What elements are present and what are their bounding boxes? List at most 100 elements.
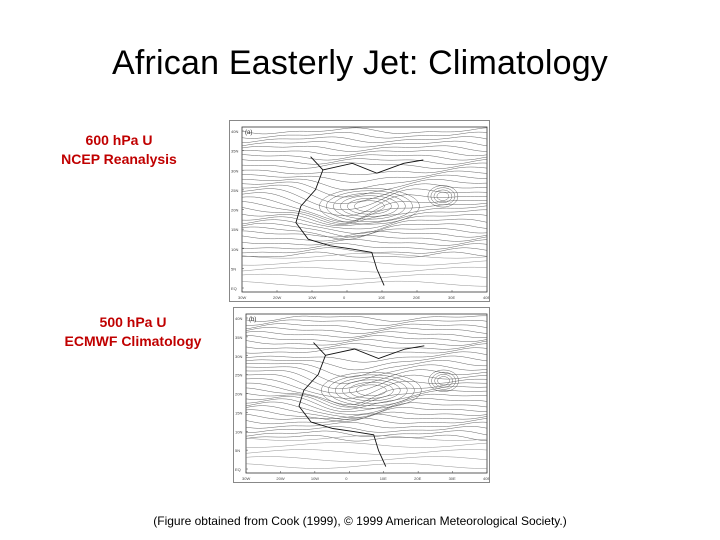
jet-core-contour xyxy=(333,192,406,220)
contour-line xyxy=(241,131,488,139)
panel-tag: (b) xyxy=(249,317,256,323)
contour-line xyxy=(241,222,488,238)
tropical-contour xyxy=(245,463,487,469)
contour-line xyxy=(241,162,488,169)
contour-line xyxy=(245,360,487,378)
contour-line xyxy=(245,417,488,425)
tropical-contour xyxy=(241,281,487,287)
tropical-contour xyxy=(245,449,488,455)
contour-line xyxy=(241,166,488,175)
contour-map-top: (a) 40N 35N 30N 25N 20N 15N 10N 5N EQ 30W 20W 10W 0 10… xyxy=(229,120,490,302)
x-tick-label: 30E xyxy=(449,476,456,481)
contour-line xyxy=(245,347,488,354)
panel-label-bottom-line2: ECMWF Climatology xyxy=(64,333,202,349)
x-tick-label: 30W xyxy=(242,476,250,481)
y-tick-label: 20N xyxy=(235,392,242,397)
tropical-contour xyxy=(241,252,488,259)
contour-line xyxy=(245,409,488,422)
x-tick-label: 30W xyxy=(238,295,246,300)
eddy-contour xyxy=(430,187,456,206)
x-tick-label: 10W xyxy=(311,476,319,481)
tropical-contour xyxy=(245,456,488,462)
y-tick-label: EQ xyxy=(231,286,237,291)
x-tick-label: 20W xyxy=(273,295,281,300)
jet-core-contour xyxy=(326,190,413,222)
jet-core-contour xyxy=(319,187,420,225)
contour-line xyxy=(245,405,488,421)
contour-line xyxy=(241,205,488,225)
jet-core-contour xyxy=(342,379,401,402)
y-tick-label: 5N xyxy=(235,448,240,453)
contour-line xyxy=(245,369,488,390)
tropical-contour xyxy=(241,274,488,280)
contour-line xyxy=(241,188,488,210)
figure-caption: (Figure obtained from Cook (1999), © 199… xyxy=(153,514,567,528)
y-tick-label: EQ xyxy=(235,467,241,472)
y-tick-label: 25N xyxy=(235,373,242,378)
contour-line xyxy=(241,127,488,135)
contour-line xyxy=(241,136,488,144)
contour-line xyxy=(245,426,488,433)
eddy-contour xyxy=(427,185,459,208)
y-tick-label: 25N xyxy=(231,188,238,193)
contour-line xyxy=(241,218,488,234)
map-frame xyxy=(245,313,488,474)
contour-line xyxy=(241,174,488,191)
contour-line xyxy=(245,393,488,412)
contour-line xyxy=(241,145,488,152)
contour-line xyxy=(241,247,488,254)
contour-line xyxy=(245,378,488,399)
y-tick-label: 40N xyxy=(231,129,238,134)
contour-line xyxy=(246,374,488,394)
panel-label-top: 600 hPa U NCEP Reanalysis xyxy=(19,131,219,169)
tropical-contour xyxy=(241,260,488,266)
eddy-contour xyxy=(428,369,459,392)
contour-line xyxy=(241,179,488,198)
x-tick-label: 30E xyxy=(448,295,455,300)
contour-line xyxy=(245,331,488,338)
contour-line xyxy=(241,192,488,217)
contour-line xyxy=(245,413,488,420)
jet-core-contour xyxy=(335,377,408,404)
slide-title: African Easterly Jet: Climatology xyxy=(112,44,608,82)
y-tick-label: 40N xyxy=(235,316,242,321)
contour-line xyxy=(245,327,488,334)
y-tick-label: 15N xyxy=(231,227,238,232)
map-frame xyxy=(241,126,488,293)
x-tick-label: 20E xyxy=(414,476,421,481)
jet-core-contour xyxy=(321,372,422,409)
x-tick-label: 10W xyxy=(308,295,316,300)
mediterranean-coast xyxy=(322,159,424,174)
contour-line xyxy=(245,319,488,326)
jet-core-contour xyxy=(354,200,385,212)
contour-line xyxy=(245,401,488,418)
x-tick-label: 40E xyxy=(483,295,489,300)
x-tick-label: 0 xyxy=(345,476,348,481)
panel-label-top-line1: 600 hPa U xyxy=(85,132,153,148)
contour-line xyxy=(245,343,488,350)
panel-label-bottom: 500 hPa U ECMWF Climatology xyxy=(33,313,233,351)
panel-label-top-line2: NCEP Reanalysis xyxy=(61,151,177,167)
x-tick-label: 0 xyxy=(343,295,346,300)
contour-line xyxy=(241,158,488,165)
eddy-contour xyxy=(437,376,450,386)
contour-line xyxy=(241,226,488,240)
contour-line xyxy=(245,355,488,371)
y-tick-label: 10N xyxy=(231,247,238,252)
jet-core-contour xyxy=(356,384,387,397)
contour-line xyxy=(241,235,488,242)
panel-label-bottom-line1: 500 hPa U xyxy=(99,314,167,330)
contour-line xyxy=(245,434,488,442)
contour-line xyxy=(245,323,488,330)
tropical-contour xyxy=(245,435,488,441)
contour-line xyxy=(241,154,488,161)
mediterranean-coast xyxy=(325,345,425,359)
eddy-contour xyxy=(433,189,453,203)
contour-map-bottom: (b) 40N 35N 30N 25N 20N 15N 10N 5N EQ 30W 20W 10W 0 10… xyxy=(233,307,490,483)
contour-line xyxy=(241,140,488,148)
y-tick-label: 15N xyxy=(235,410,242,415)
x-tick-label: 20W xyxy=(276,476,284,481)
y-tick-label: 30N xyxy=(231,168,238,173)
contour-line xyxy=(246,382,487,406)
